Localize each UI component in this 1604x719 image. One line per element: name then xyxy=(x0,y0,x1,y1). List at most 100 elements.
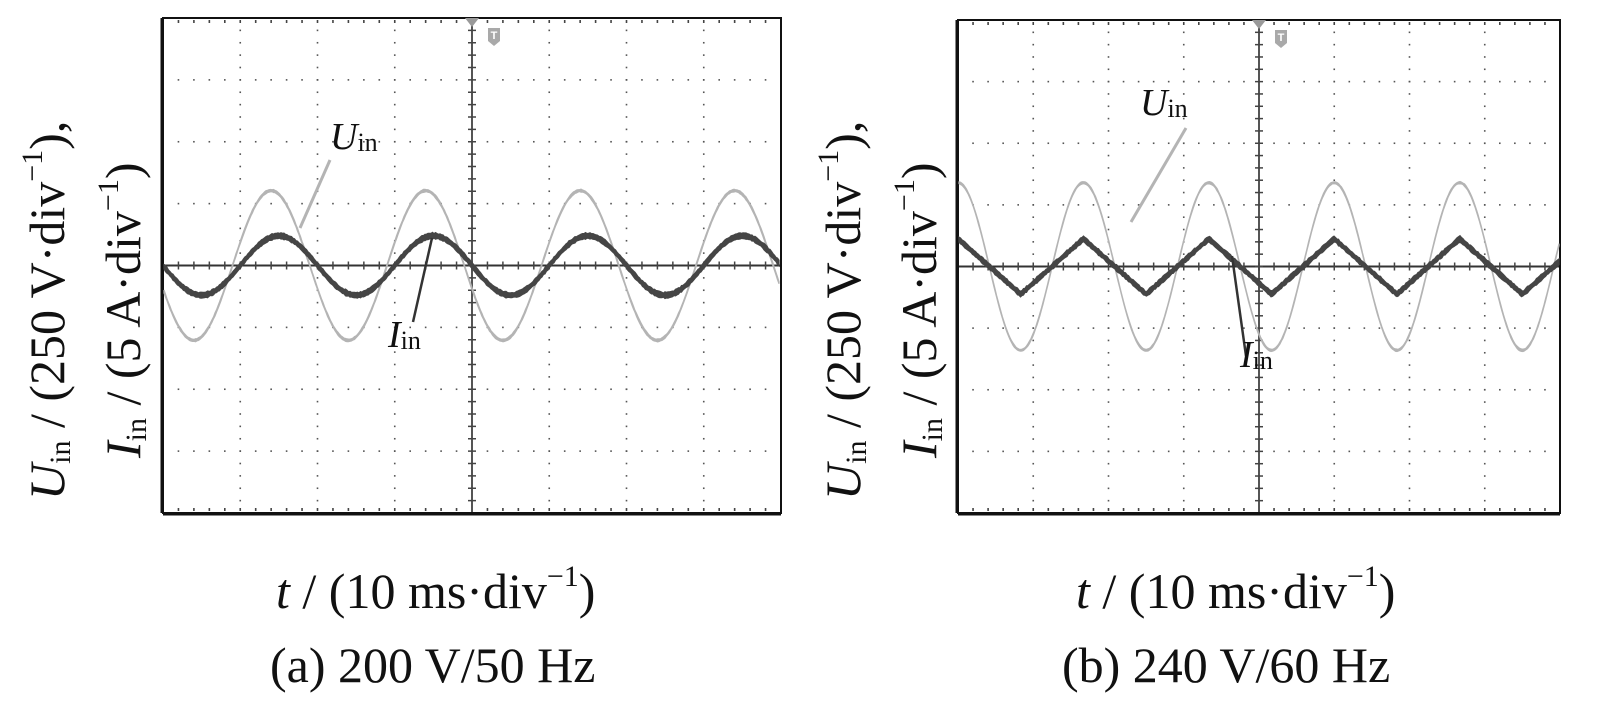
grid-dot xyxy=(208,140,211,143)
border-tick xyxy=(1273,508,1275,511)
grid-dot xyxy=(625,190,628,193)
grid-dot xyxy=(1107,327,1110,329)
grid-dot xyxy=(1514,80,1516,83)
grid-dot xyxy=(1122,450,1125,453)
grid-dot xyxy=(239,400,242,403)
grid-dot xyxy=(363,388,365,391)
grid-dot xyxy=(702,140,705,143)
border-tick xyxy=(1363,508,1366,511)
grid-dot xyxy=(1213,80,1215,83)
grid-dot xyxy=(316,475,319,477)
grid-dot xyxy=(1017,80,1019,83)
grid-dot xyxy=(1228,80,1230,83)
grid-dot xyxy=(1182,31,1185,34)
grid-dot xyxy=(239,425,242,428)
grid-dot xyxy=(316,41,319,44)
grid-dot xyxy=(1529,450,1531,453)
grid-dot xyxy=(316,116,319,118)
grid-dot xyxy=(1288,450,1290,453)
grid-dot xyxy=(239,388,242,391)
grid-dot xyxy=(548,29,551,32)
x-label-close: ) xyxy=(1378,563,1396,619)
border-tick xyxy=(1228,22,1230,25)
grid-dot xyxy=(316,437,319,440)
trigger-position-icon xyxy=(465,18,479,27)
grid-dot xyxy=(1032,241,1035,243)
grid-dot xyxy=(393,252,396,254)
grid-dot xyxy=(1152,388,1155,391)
grid-dot xyxy=(424,140,427,143)
grid-dot xyxy=(1182,315,1185,317)
grid-dot xyxy=(687,450,690,452)
grid-dot xyxy=(1483,499,1486,502)
border-tick xyxy=(1107,22,1110,25)
grid-dot xyxy=(1092,80,1095,83)
grid-dot xyxy=(1378,142,1381,145)
grid-dot xyxy=(641,140,643,143)
grid-dot xyxy=(239,66,242,69)
grid-dot xyxy=(378,140,381,143)
grid-dot xyxy=(1032,93,1035,95)
grid-dot xyxy=(316,91,319,94)
grid-dot xyxy=(393,29,396,32)
grid-dot xyxy=(1017,142,1019,145)
grid-dot xyxy=(1032,204,1035,206)
border-tick xyxy=(424,20,427,23)
grid-dot xyxy=(1333,425,1336,428)
grid-dot xyxy=(1408,216,1411,218)
grid-dot xyxy=(378,388,381,391)
grid-dot xyxy=(548,400,551,403)
grid-dot xyxy=(1107,80,1110,83)
grid-dot xyxy=(316,79,319,81)
grid-dot xyxy=(1423,204,1426,206)
grid-dot xyxy=(285,388,288,391)
grid-dot xyxy=(193,388,195,391)
border-tick xyxy=(1318,508,1320,511)
grid-dot xyxy=(1182,364,1185,366)
grid-dot xyxy=(1378,204,1381,206)
grid-dot xyxy=(393,41,396,44)
grid-dot xyxy=(656,202,659,205)
grid-dot xyxy=(239,103,242,106)
grid-dot xyxy=(1468,327,1471,329)
x-axis-label: t / (10 ms·div−1) xyxy=(1076,562,1396,619)
border-tick xyxy=(1544,22,1546,25)
grid-dot xyxy=(1514,204,1516,206)
grid-dot xyxy=(316,425,319,428)
grid-dot xyxy=(393,66,396,69)
border-tick xyxy=(987,508,989,511)
border-tick xyxy=(533,20,535,23)
grid-dot xyxy=(1408,93,1411,95)
grid-dot xyxy=(1483,105,1486,108)
border-tick xyxy=(1438,22,1441,25)
grid-dot xyxy=(594,79,597,81)
grid-dot xyxy=(1167,80,1170,83)
grid-dot xyxy=(1167,388,1170,391)
grid-dot xyxy=(316,413,319,415)
grid-dot xyxy=(254,450,257,452)
grid-dot xyxy=(239,475,242,477)
grid-dot xyxy=(548,388,551,391)
grid-dot xyxy=(254,140,257,143)
grid-dot xyxy=(1318,327,1320,329)
border-tick xyxy=(409,508,411,511)
grid-dot xyxy=(548,165,551,168)
border-tick xyxy=(1529,22,1531,25)
grid-dot xyxy=(987,388,989,391)
grid-dot xyxy=(672,79,674,81)
border-tick xyxy=(1348,508,1351,511)
grid-dot xyxy=(393,413,396,415)
grid-dot xyxy=(1213,142,1215,145)
grid-dot xyxy=(1483,339,1486,342)
border-tick xyxy=(764,508,767,511)
border-tick xyxy=(610,508,612,511)
border-tick xyxy=(270,20,272,23)
grid-dot xyxy=(987,80,989,83)
grid-dot xyxy=(316,462,319,465)
grid-dot xyxy=(1032,56,1035,58)
grid-dot xyxy=(1483,487,1486,490)
grid-dot xyxy=(610,202,612,205)
grid-dot xyxy=(718,140,720,143)
grid-dot xyxy=(563,450,566,452)
grid-dot xyxy=(625,153,628,155)
